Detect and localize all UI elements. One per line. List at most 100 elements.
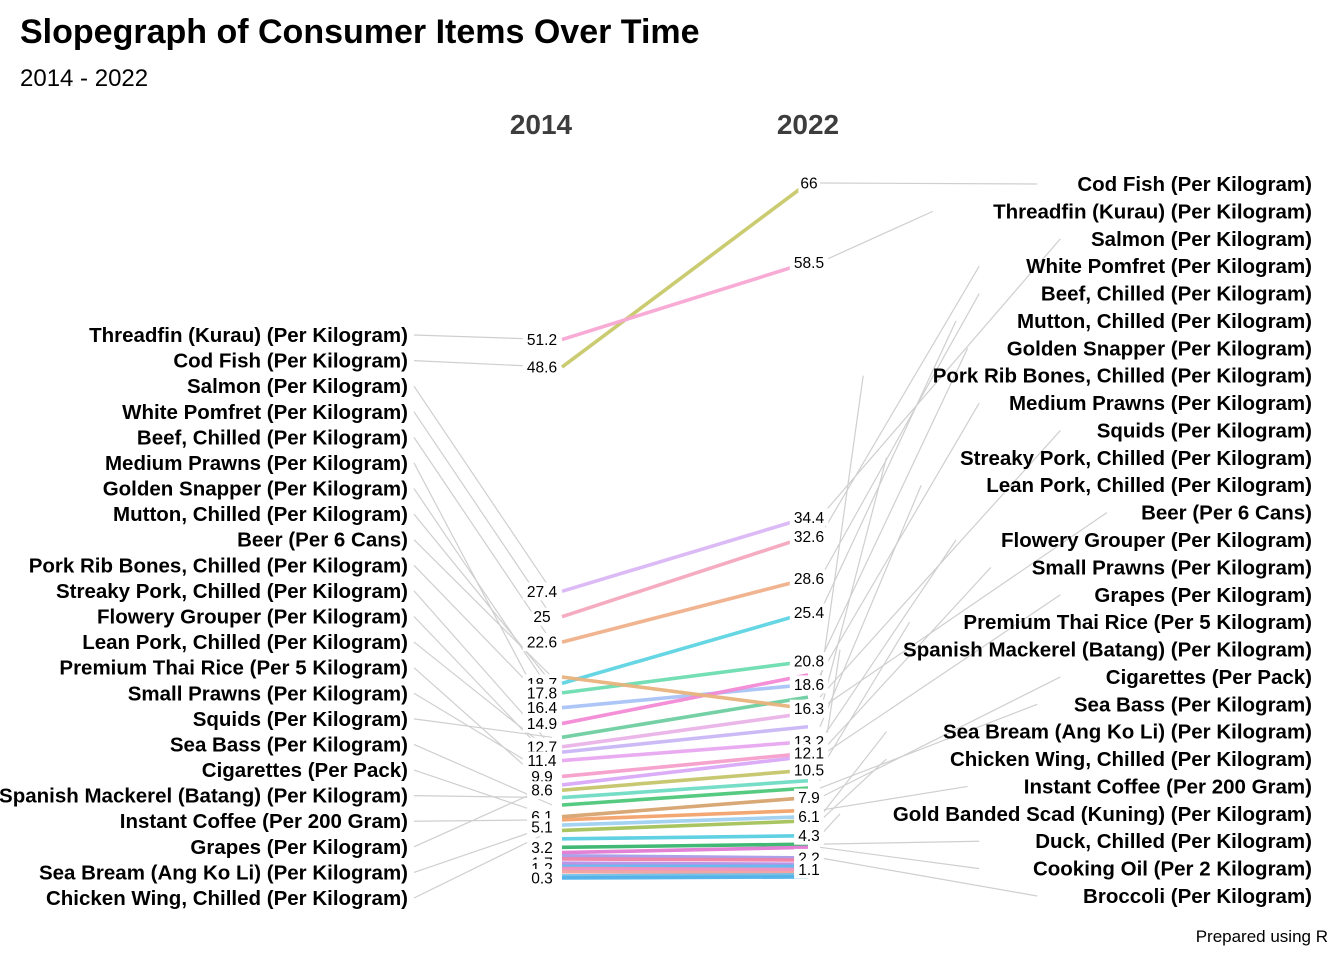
right-value-label-bg [789,527,829,546]
left-item-label: Squids (Per Kilogram) [193,708,408,731]
right-connector [819,293,980,579]
right-connector [819,457,887,714]
chart-subtitle: 2014 - 2022 [20,65,148,92]
left-value-label-bg [522,330,562,349]
left-value-label: 17.8 [527,685,557,702]
left-item-label: Chicken Wing, Chilled (Per Kilogram) [46,887,408,910]
right-item-label: Streaky Pork, Chilled (Per Kilogram) [960,447,1312,470]
left-item-label: Medium Prawns (Per Kilogram) [105,452,408,475]
left-value-label-bg [527,838,557,857]
right-connector [819,320,957,613]
right-value-label-bg [789,569,829,588]
right-item-label: Spanish Mackerel (Batang) (Per Kilogram) [903,639,1312,662]
right-value-label: 66 [800,176,817,193]
item-labels: Threadfin (Kurau) (Per Kilogram) Cod Fish… [0,173,1312,910]
right-item-label: Medium Prawns (Per Kilogram) [1009,392,1312,415]
left-value-label-bg [527,818,557,837]
left-value-label: 27.4 [527,584,558,601]
right-value-label: 34.4 [794,510,825,527]
slope-line-31 [561,869,809,875]
left-value-label: 14.9 [527,716,557,733]
right-connector [819,703,1038,789]
right-value-label: 58.5 [794,255,824,272]
slope-line-0 [560,181,810,369]
left-item-label: Streaky Pork, Chilled (Per Kilogram) [56,580,408,603]
right-item-label: Gold Banded Scad (Kuning) (Per Kilogram) [893,803,1312,826]
left-connector [413,488,553,694]
left-item-label: Grapes (Per Kilogram) [190,836,408,859]
right-connector [819,846,980,870]
right-value-label-bg [789,603,829,622]
right-connector [819,785,968,811]
left-item-label: Beef, Chilled (Per Kilogram) [137,426,408,449]
right-item-label: Duck, Chilled (Per Kilogram) [1035,830,1312,853]
left-value-label: 5.1 [531,820,553,837]
right-item-label: Instant Coffee (Per 200 Gram) [1024,775,1312,798]
right-value-label: 4.3 [798,828,820,845]
left-value-label: 11.4 [527,753,556,770]
right-value-label-bg [798,174,820,192]
left-value-label-bg [522,358,562,377]
left-value-label: 22.6 [527,635,557,652]
right-item-label: Salmon (Per Kilogram) [1091,228,1312,251]
slope-line-33 [561,875,809,880]
slope-line-10 [561,711,809,749]
slope-line-32 [561,873,809,878]
left-value-label: 51.2 [527,332,557,349]
slope-line-7 [561,682,809,710]
right-connector [819,182,1038,185]
right-value-label-bg [789,699,829,718]
slope-line-17 [561,778,809,800]
left-value-label-bg [527,767,557,786]
right-value-label: 1.1 [798,862,820,879]
left-item-label: Spanish Mackerel (Batang) (Per Kilogram) [0,785,408,808]
right-value-label-bg [789,508,829,527]
slope-line-11 [561,724,809,754]
left-value-label-bg [531,607,553,626]
right-value-label: 28.6 [794,571,824,588]
left-item-label: Salmon (Per Kilogram) [187,375,408,398]
slope-line-28 [561,861,809,867]
right-value-label: 32.6 [794,529,824,546]
right-value-label: 7.9 [798,790,820,807]
left-item-label: Mutton, Chilled (Per Kilogram) [113,503,408,526]
slope-line-6 [561,659,809,695]
left-item-label: Threadfin (Kurau) (Per Kilogram) [89,324,408,347]
slope-line-19 [561,786,809,807]
right-item-label: Flowery Grouper (Per Kilogram) [1001,529,1312,552]
left-value-label-bg [522,737,562,756]
left-value-label-bg [527,869,557,887]
left-value-label-bg [522,582,562,601]
right-value-label-bg [794,860,824,879]
right-item-label: Premium Thai Rice (Per 5 Kilogram) [963,611,1312,634]
right-value-label-bg [794,807,824,826]
right-connector [819,348,969,662]
left-item-label: Pork Rib Bones, Chilled (Per Kilogram) [29,554,408,577]
left-item-label: Premium Thai Rice (Per 5 Kilogram) [59,657,408,680]
right-value-label: 16.3 [794,701,824,718]
left-connector [413,539,553,678]
right-value-label-bg [789,675,829,694]
slope-line-20 [561,814,809,827]
left-value-label-bg [522,751,562,770]
left-connector [413,385,553,592]
right-connector [819,238,1061,518]
right-value-label: 20.8 [794,654,824,671]
left-value-label-bg [522,683,562,702]
slope-line-16 [561,768,809,792]
right-connector [819,676,1061,799]
slope-lines [560,181,810,880]
slope-line-23 [561,833,809,841]
right-connector [819,621,911,771]
left-item-label: Sea Bream (Ang Ko Li) (Per Kilogram) [39,861,408,884]
right-item-label: Small Prawns (Per Kilogram) [1032,556,1312,579]
right-value-label-bg [789,652,829,671]
slope-line-2 [561,515,809,594]
left-connector [413,616,553,761]
slope-line-14 [561,751,809,779]
right-connector [819,857,1038,897]
right-item-label: Sea Bream (Ang Ko Li) (Per Kilogram) [943,721,1312,744]
right-connector [819,512,1108,710]
right-value-label: 18.6 [794,677,824,694]
